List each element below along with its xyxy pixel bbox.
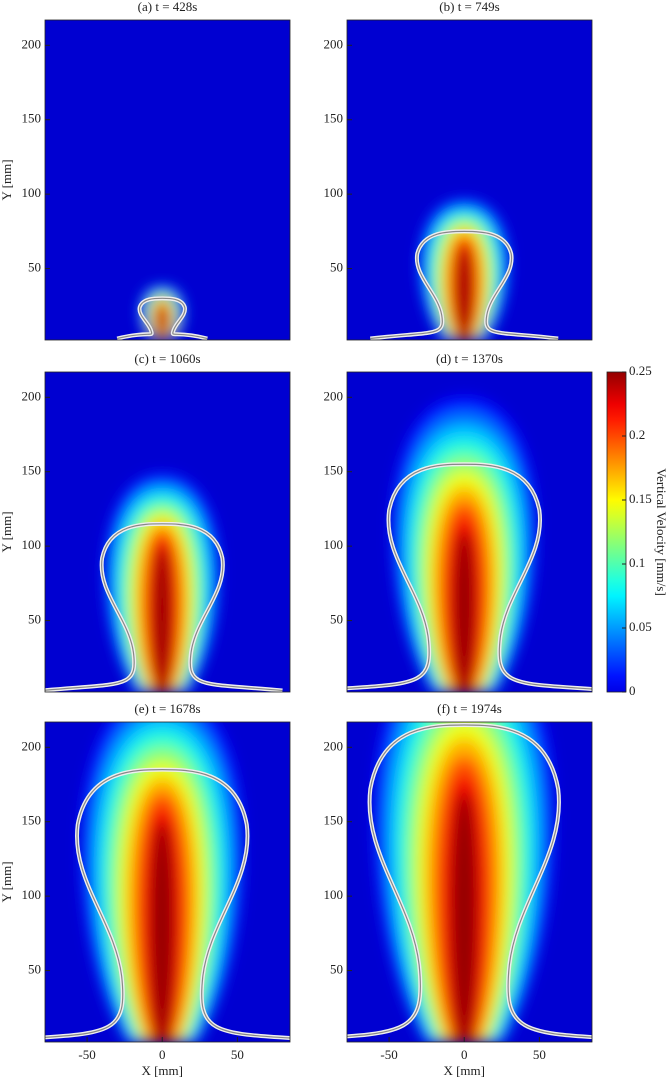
velocity-level <box>457 246 472 340</box>
velocity-field <box>390 395 538 692</box>
panel-title: (c) t = 1060s <box>134 351 200 366</box>
colorbar-tick-label: 0.2 <box>629 427 645 442</box>
panel <box>45 372 290 692</box>
y-tick-label: 150 <box>324 111 344 126</box>
y-tick-label: 50 <box>28 260 41 275</box>
panel-frame <box>346 371 593 693</box>
panel <box>347 722 592 1042</box>
panel-frame <box>44 721 291 1043</box>
contour-line <box>370 230 559 340</box>
panel <box>347 20 592 340</box>
panel-frame <box>44 371 291 693</box>
y-tick-label: 200 <box>324 388 344 403</box>
y-tick-label: 100 <box>22 185 42 200</box>
panel-title: (f) t = 1974s <box>437 701 502 716</box>
contour-line <box>117 297 208 340</box>
panel <box>45 722 290 1042</box>
y-tick-label: 200 <box>324 36 344 51</box>
y-tick-label: 200 <box>22 36 42 51</box>
y-tick-label: 100 <box>324 887 344 902</box>
velocity-level <box>450 791 478 1042</box>
x-axis-label: X [mm] <box>443 1063 485 1078</box>
colorbar-tick-label: 0.15 <box>629 491 652 506</box>
y-tick-label: 200 <box>22 738 42 753</box>
panel-frame <box>346 721 593 1043</box>
contour-line <box>45 769 290 1039</box>
y-tick-label: 50 <box>28 612 41 627</box>
panel <box>45 20 290 340</box>
y-tick-label: 100 <box>22 887 42 902</box>
velocity-field <box>79 722 245 1042</box>
y-tick-label: 100 <box>324 185 344 200</box>
velocity-level <box>453 531 476 692</box>
y-tick-label: 150 <box>324 813 344 828</box>
x-tick-label: -50 <box>380 1047 397 1062</box>
panel-frame <box>44 19 291 341</box>
x-tick-label: 0 <box>159 1047 166 1062</box>
velocity-field <box>417 197 511 340</box>
x-tick-label: -50 <box>78 1047 95 1062</box>
velocity-field <box>139 284 186 340</box>
y-tick-label: 100 <box>324 537 344 552</box>
panel-title: (d) t = 1370s <box>436 351 503 366</box>
panel-title: (b) t = 749s <box>439 0 499 14</box>
colorbar-tick-label: 0.05 <box>629 619 652 634</box>
panel <box>347 372 592 692</box>
velocity-level <box>150 821 175 1042</box>
x-tick-label: 0 <box>461 1047 468 1062</box>
velocity-level <box>153 546 172 692</box>
panel-frame <box>346 19 593 341</box>
y-tick-label: 150 <box>22 111 42 126</box>
velocity-level <box>158 305 167 340</box>
velocity-field <box>372 722 556 1042</box>
y-axis-label: Y [mm] <box>0 159 14 200</box>
colorbar <box>606 371 627 693</box>
y-axis-label: Y [mm] <box>0 861 14 902</box>
colorbar-tick-label: 0.25 <box>629 363 652 378</box>
colorbar-label: Vertical Velocity [mm/s] <box>654 468 669 596</box>
velocity-field <box>103 472 222 692</box>
y-tick-label: 150 <box>22 463 42 478</box>
x-tick-label: 50 <box>533 1047 546 1062</box>
contour-line <box>347 463 592 690</box>
panel-title: (a) t = 428s <box>138 0 198 14</box>
panel-title: (e) t = 1678s <box>134 701 200 716</box>
y-tick-label: 200 <box>22 388 42 403</box>
y-tick-label: 50 <box>330 962 343 977</box>
y-tick-label: 100 <box>22 537 42 552</box>
y-tick-label: 200 <box>324 738 344 753</box>
contour-line <box>45 523 283 692</box>
x-tick-label: 50 <box>231 1047 244 1062</box>
y-tick-label: 150 <box>324 463 344 478</box>
contour-line <box>347 724 592 1038</box>
y-tick-label: 150 <box>22 813 42 828</box>
x-axis-label: X [mm] <box>141 1063 183 1078</box>
y-tick-label: 50 <box>28 962 41 977</box>
y-axis-label: Y [mm] <box>0 511 14 552</box>
y-tick-label: 50 <box>330 612 343 627</box>
colorbar-tick-label: 0.1 <box>629 555 645 570</box>
y-tick-label: 50 <box>330 260 343 275</box>
colorbar-tick-label: 0 <box>629 683 636 698</box>
